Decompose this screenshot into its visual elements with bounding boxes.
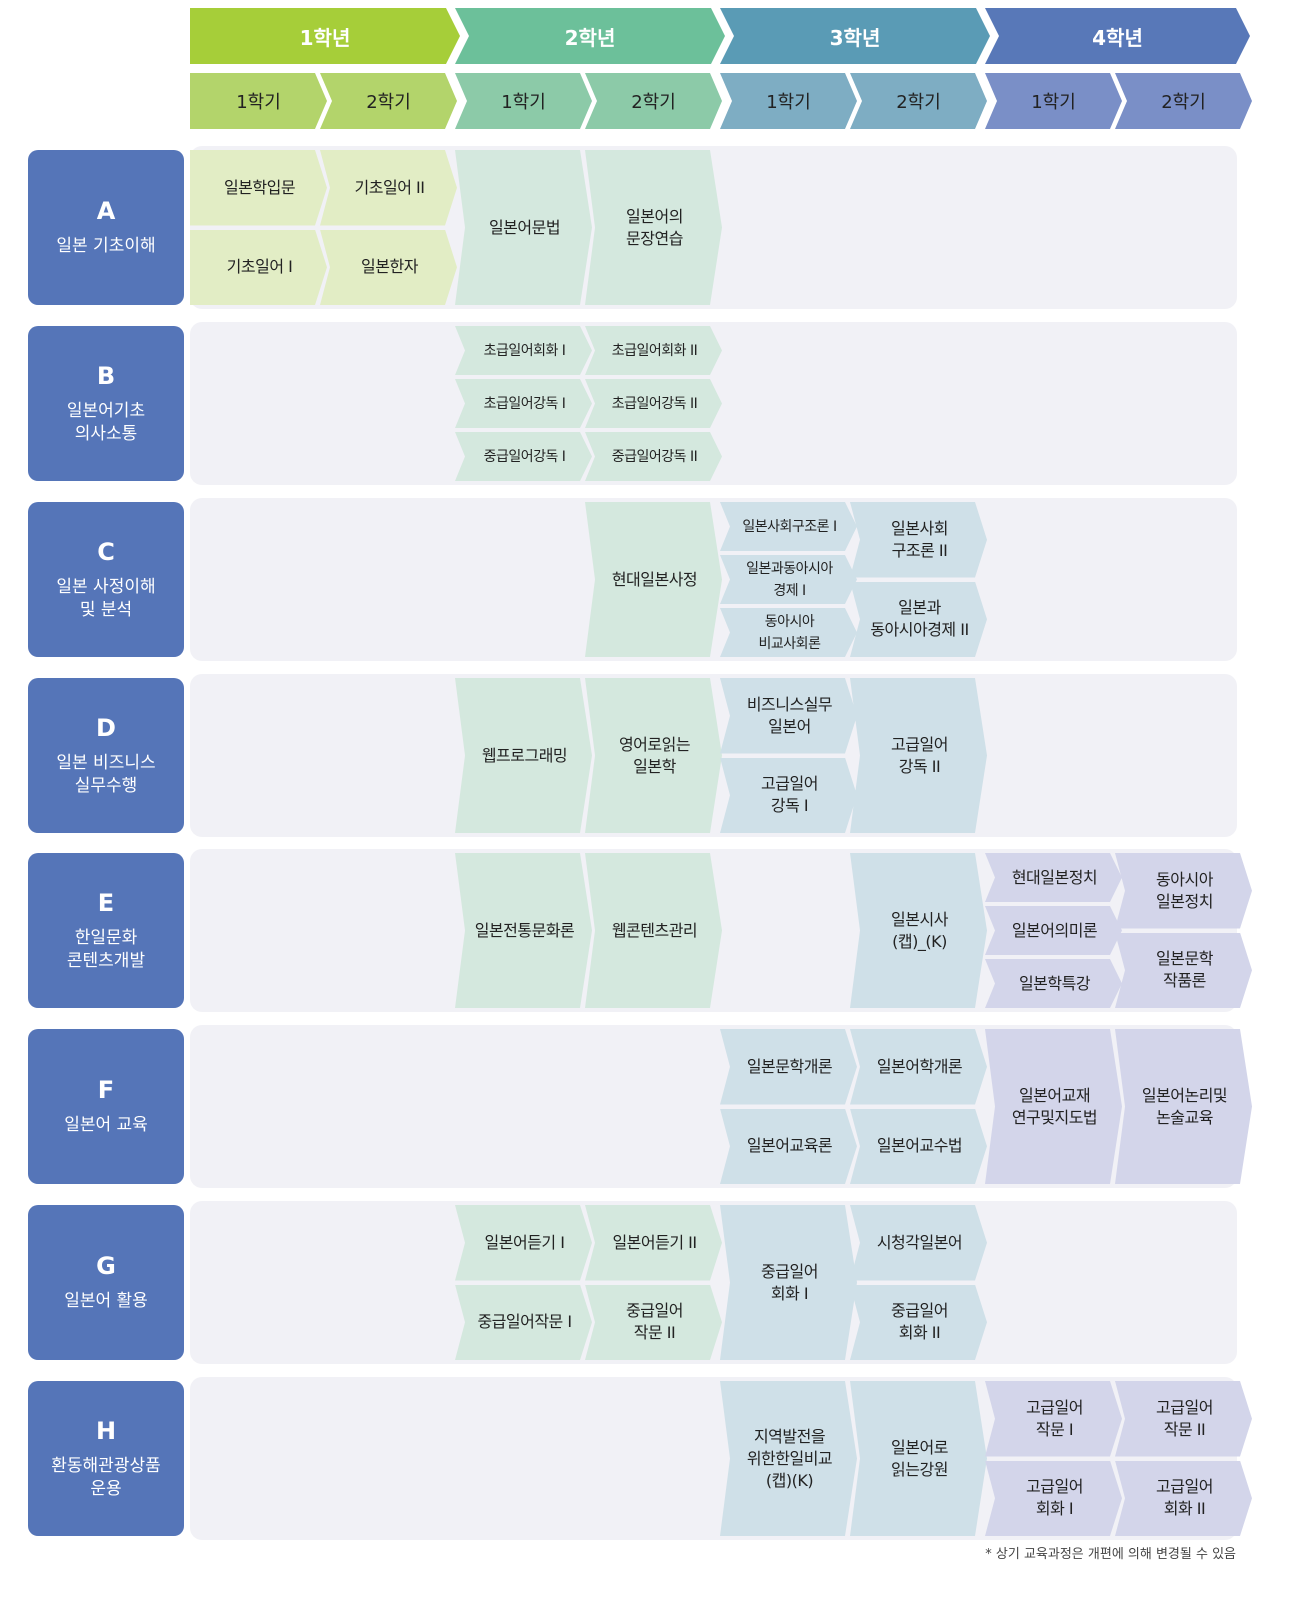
semester-header: 1학기 xyxy=(985,73,1122,129)
course-cell: 고급일어 강독 II xyxy=(850,678,987,833)
course-cell: 중급일어강독 I xyxy=(455,432,592,481)
course-cell: 기초일어 II xyxy=(320,150,457,226)
semester-header: 2학기 xyxy=(585,73,722,129)
course-cell: 영어로읽는 일본학 xyxy=(585,678,722,833)
course-cell: 일본어의 문장연습 xyxy=(585,150,722,305)
course-cell: 시청각일본어 xyxy=(850,1205,987,1281)
area-name: 일본어기초 의사소통 xyxy=(66,400,146,444)
course-cell: 초급일어회화 II xyxy=(585,326,722,375)
semester-header: 2학기 xyxy=(850,73,987,129)
course-cell: 초급일어회화 I xyxy=(455,326,592,375)
course-cell: 일본과동아시아 경제 I xyxy=(720,555,857,604)
course-cell: 일본한자 xyxy=(320,230,457,306)
area-name: 일본어 교육 xyxy=(64,1115,148,1135)
area-label-b: B 일본어기초 의사소통 xyxy=(28,326,184,481)
semester-header: 1학기 xyxy=(190,73,327,129)
course-cell: 중급일어 회화 I xyxy=(720,1205,857,1360)
area-label-f: F 일본어 교육 xyxy=(28,1029,184,1184)
semester-header: 2학기 xyxy=(320,73,457,129)
course-cell: 일본시사 (캡)_(K) xyxy=(850,853,987,1008)
course-cell: 동아시아 일본정치 xyxy=(1115,853,1252,929)
year-header: 4학년 xyxy=(985,8,1250,64)
course-cell: 일본어학개론 xyxy=(850,1029,987,1105)
course-cell: 일본어로 읽는강원 xyxy=(850,1381,987,1536)
semester-header: 1학기 xyxy=(720,73,857,129)
course-cell: 고급일어 강독 I xyxy=(720,758,857,834)
area-name: 일본 기초이해 xyxy=(56,236,156,256)
course-cell: 중급일어 작문 II xyxy=(585,1285,722,1361)
course-cell: 초급일어강독 I xyxy=(455,379,592,428)
course-cell: 일본어교수법 xyxy=(850,1109,987,1185)
area-code: G xyxy=(96,1252,116,1280)
course-cell: 초급일어강독 II xyxy=(585,379,722,428)
course-cell: 일본사회 구조론 II xyxy=(850,502,987,578)
area-name: 일본 비즈니스 실무수행 xyxy=(56,752,156,796)
course-cell: 일본어논리및 논술교육 xyxy=(1115,1029,1252,1184)
course-cell: 지역발전을 위한한일비교 (캡)(K) xyxy=(720,1381,857,1536)
footnote: * 상기 교육과정은 개편에 의해 변경될 수 있음 xyxy=(985,1547,1236,1562)
year-header: 1학년 xyxy=(190,8,460,64)
course-cell: 웹콘텐츠관리 xyxy=(585,853,722,1008)
course-cell: 일본과 동아시아경제 II xyxy=(850,582,987,658)
area-label-g: G 일본어 활용 xyxy=(28,1205,184,1360)
course-cell: 일본어교육론 xyxy=(720,1109,857,1185)
area-name: 일본 사정이해 및 분석 xyxy=(56,576,156,620)
course-cell: 일본어듣기 I xyxy=(455,1205,592,1281)
course-cell: 일본어교재 연구및지도법 xyxy=(985,1029,1122,1184)
area-label-c: C 일본 사정이해 및 분석 xyxy=(28,502,184,657)
area-name: 환동해관광상품 운용 xyxy=(51,1455,161,1499)
course-cell: 중급일어작문 I xyxy=(455,1285,592,1361)
course-cell: 일본학특강 xyxy=(985,959,1122,1008)
area-code: A xyxy=(96,197,116,225)
course-cell: 웹프로그래밍 xyxy=(455,678,592,833)
course-cell: 일본사회구조론 I xyxy=(720,502,857,551)
area-label-h: H 환동해관광상품 운용 xyxy=(28,1381,184,1536)
area-name: 한일문화 콘텐츠개발 xyxy=(66,927,146,971)
semester-header: 2학기 xyxy=(1115,73,1252,129)
area-name: 일본어 활용 xyxy=(64,1291,148,1311)
course-cell: 일본어듣기 II xyxy=(585,1205,722,1281)
course-cell: 일본어의미론 xyxy=(985,906,1122,955)
course-cell: 비즈니스실무 일본어 xyxy=(720,678,857,754)
course-cell: 기초일어 I xyxy=(190,230,327,306)
area-label-e: E 한일문화 콘텐츠개발 xyxy=(28,853,184,1008)
course-cell: 고급일어 작문 II xyxy=(1115,1381,1252,1457)
area-label-a: A 일본 기초이해 xyxy=(28,150,184,305)
area-code: E xyxy=(97,888,115,917)
course-cell: 현대일본정치 xyxy=(985,853,1122,902)
course-cell: 중급일어 회화 II xyxy=(850,1285,987,1361)
area-label-d: D 일본 비즈니스 실무수행 xyxy=(28,678,184,833)
course-cell: 중급일어강독 II xyxy=(585,432,722,481)
course-cell: 고급일어 작문 I xyxy=(985,1381,1122,1457)
area-code: C xyxy=(97,537,115,566)
course-cell: 고급일어 회화 II xyxy=(1115,1461,1252,1537)
area-code: D xyxy=(96,713,116,742)
semester-header: 1학기 xyxy=(455,73,592,129)
course-cell: 일본전통문화론 xyxy=(455,853,592,1008)
area-code: F xyxy=(97,1076,115,1104)
course-cell: 일본문학 작품론 xyxy=(1115,933,1252,1009)
course-cell: 일본어문법 xyxy=(455,150,592,305)
course-cell: 동아시아 비교사회론 xyxy=(720,608,857,657)
area-code: B xyxy=(96,361,116,390)
course-cell: 현대일본사정 xyxy=(585,502,722,657)
area-code: H xyxy=(95,1416,117,1445)
course-cell: 일본문학개론 xyxy=(720,1029,857,1105)
course-cell: 일본학입문 xyxy=(190,150,327,226)
year-header: 2학년 xyxy=(455,8,725,64)
year-header: 3학년 xyxy=(720,8,990,64)
course-cell: 고급일어 회화 I xyxy=(985,1461,1122,1537)
